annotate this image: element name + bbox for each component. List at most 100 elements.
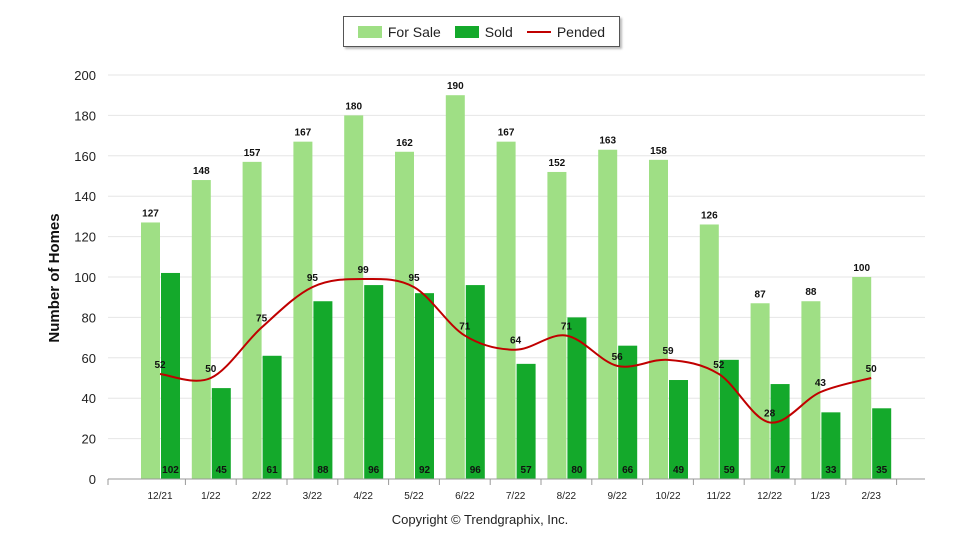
for-sale-bar	[496, 141, 516, 479]
x-tick-label: 12/21	[147, 491, 172, 502]
for-sale-value-label: 167	[295, 128, 312, 139]
sold-bar	[211, 388, 231, 479]
sold-value-label: 102	[162, 465, 179, 476]
sold-value-label: 80	[571, 465, 583, 476]
for-sale-value-label: 163	[599, 136, 616, 147]
y-tick-label: 140	[74, 189, 96, 204]
sold-bar	[313, 301, 333, 479]
pended-value-label: 28	[764, 408, 776, 419]
pended-value-label: 52	[713, 360, 725, 371]
for-sale-bar	[445, 95, 465, 479]
x-tick-label: 3/22	[303, 491, 323, 502]
y-tick-label: 40	[82, 391, 96, 406]
x-tick-label: 6/22	[455, 491, 475, 502]
for-sale-swatch	[357, 25, 382, 38]
for-sale-value-label: 190	[447, 81, 464, 92]
sold-bar	[567, 317, 587, 479]
pended-value-label: 75	[256, 314, 268, 325]
sold-value-label: 45	[216, 465, 228, 476]
for-sale-bar	[293, 141, 313, 479]
sold-value-label: 96	[368, 465, 380, 476]
for-sale-bar	[649, 159, 668, 479]
y-tick-label: 120	[74, 230, 96, 245]
pended-value-label: 95	[307, 273, 319, 284]
sold-bar	[821, 412, 841, 479]
for-sale-value-label: 126	[701, 210, 718, 221]
sold-bar	[262, 355, 282, 479]
axes: 0 20 40 60 80 100 120 140 160 180 200 12/21 1/22 2/22…	[74, 68, 925, 502]
x-tick-label: 9/22	[607, 491, 627, 502]
legend-pended-label: Pended	[556, 23, 606, 40]
pended-value-label: 71	[459, 322, 471, 333]
for-sale-value-label: 88	[805, 287, 817, 298]
sold-bar	[669, 380, 688, 479]
y-tick-label: 80	[82, 310, 96, 325]
for-sale-value-label: 148	[193, 166, 210, 177]
for-sale-value-label: 158	[650, 146, 667, 157]
sold-bar	[364, 285, 384, 479]
pended-value-label: 50	[205, 364, 217, 375]
y-axis-label: Number of Homes	[46, 213, 63, 342]
sold-value-label: 33	[825, 465, 837, 476]
for-sale-bar	[750, 303, 770, 479]
x-tick-label: 2/22	[252, 491, 272, 502]
x-tick-label: 4/22	[353, 491, 373, 502]
x-tick-label: 5/22	[404, 491, 424, 502]
pended-value-label: 71	[561, 322, 573, 333]
for-sale-value-label: 167	[498, 128, 515, 139]
sold-value-label: 57	[521, 465, 533, 476]
sold-value-label: 59	[724, 465, 736, 476]
x-tick-label: 1/22	[201, 491, 221, 502]
sold-value-label: 47	[775, 465, 787, 476]
for-sale-value-label: 152	[549, 158, 566, 169]
for-sale-bar	[242, 161, 262, 480]
pended-line-group	[159, 277, 872, 424]
pended-line	[159, 277, 872, 424]
sold-bar	[770, 384, 790, 479]
for-sale-value-label: 157	[244, 148, 261, 159]
x-tick-label: 1/23	[811, 491, 831, 502]
pended-value-label: 56	[612, 352, 624, 363]
y-tick-label: 60	[82, 351, 96, 366]
pended-value-label: 99	[358, 265, 370, 276]
x-tick-label: 8/22	[557, 491, 577, 502]
x-tick-label: 12/22	[757, 491, 782, 502]
for-sale-value-label: 180	[345, 101, 362, 112]
data-labels: 127 102 148 45 157 61 167 88 180 96 162 92 190 96 167 5…	[142, 81, 888, 476]
x-tick-label: 11/22	[707, 491, 732, 502]
y-tick-label: 0	[89, 472, 96, 487]
for-sale-bar	[395, 151, 414, 479]
y-tick-label: 160	[74, 149, 96, 164]
legend-for-sale-label: For Sale	[387, 23, 441, 40]
legend-sold-label: Sold	[484, 23, 513, 40]
sold-bar	[618, 345, 638, 479]
legend-item-pended: Pended	[526, 23, 606, 40]
for-sale-bar	[141, 222, 160, 479]
sold-bar	[415, 293, 434, 479]
pended-value-label: 95	[408, 273, 420, 284]
pended-value-label: 52	[154, 360, 166, 371]
sold-value-label: 66	[622, 465, 634, 476]
for-sale-value-label: 87	[755, 289, 767, 300]
sold-value-label: 92	[419, 465, 431, 476]
sold-value-label: 61	[267, 465, 279, 476]
for-sale-bar	[699, 224, 719, 479]
y-tick-label: 20	[82, 432, 96, 447]
x-tick-label: 2/23	[861, 491, 881, 502]
x-tick-label: 10/22	[655, 491, 680, 502]
sold-bar	[872, 408, 892, 479]
for-sale-bar	[801, 301, 821, 479]
for-sale-value-label: 162	[396, 138, 413, 149]
copyright: Copyright © Trendgraphix, Inc.	[391, 512, 569, 527]
sold-value-label: 96	[470, 465, 482, 476]
sold-value-label: 35	[876, 465, 888, 476]
sold-bar	[465, 285, 485, 479]
pended-value-label: 59	[662, 346, 674, 357]
legend-item-sold: Sold	[454, 23, 513, 40]
y-tick-label: 200	[74, 68, 96, 83]
legend-item-for-sale: For Sale	[357, 23, 441, 40]
pended-value-label: 64	[510, 336, 522, 347]
for-sale-value-label: 127	[142, 208, 159, 219]
pended-value-label: 43	[815, 378, 827, 389]
